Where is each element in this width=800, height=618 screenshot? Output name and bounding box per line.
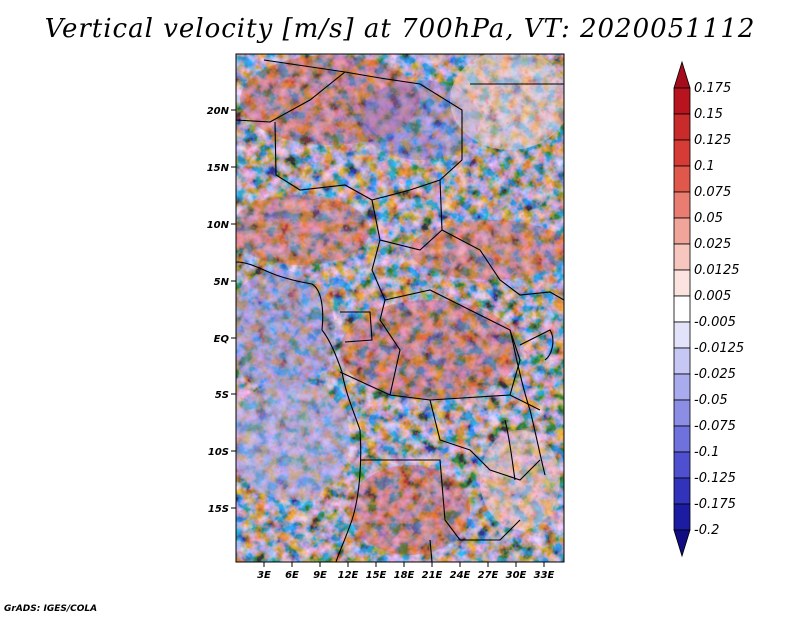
colorbar-label: -0.075 (694, 419, 736, 434)
colorbar-segment (673, 347, 691, 375)
colorbar-label: -0.2 (694, 523, 719, 538)
colorbar-segment (673, 139, 691, 167)
colorbar-label: -0.05 (694, 393, 728, 408)
colorbar-label: -0.175 (694, 497, 736, 512)
colorbar-label: -0.025 (694, 367, 736, 382)
colorbar-label: 0.15 (694, 107, 723, 122)
colorbar-segment (673, 425, 691, 453)
colorbar-segment (673, 87, 691, 115)
colorbar-label: 0.1 (694, 159, 715, 174)
lon-label: 18E (394, 570, 415, 581)
lat-label: 5S (215, 390, 229, 401)
colorbar-segment (673, 217, 691, 245)
lon-label: 30E (506, 570, 527, 581)
colorbar-label: -0.005 (694, 315, 736, 330)
colorbar-segment (673, 269, 691, 297)
lat-label: 5N (214, 277, 230, 288)
lon-label: 15E (366, 570, 387, 581)
colorbar-segment (673, 373, 691, 401)
lat-label: 15N (207, 163, 230, 174)
colorbar-label: 0.0125 (694, 263, 740, 278)
lon-label: 24E (450, 570, 471, 581)
colorbar-segment (673, 60, 691, 89)
lon-label: 9E (313, 570, 327, 581)
lon-label: 3E (257, 570, 271, 581)
colorbar-segment (673, 503, 691, 531)
colorbar-label: 0.05 (694, 211, 723, 226)
lon-label: 27E (478, 570, 499, 581)
chart-title: Vertical velocity [m/s] at 700hPa, VT: 2… (44, 14, 756, 44)
lat-label: 10S (208, 447, 229, 458)
colorbar-label: 0.175 (694, 81, 731, 96)
colorbar-segment (673, 321, 691, 349)
colorbar-segment (673, 451, 691, 479)
colorbar-segment (673, 295, 691, 323)
colorbar-label: 0.125 (694, 133, 731, 148)
lat-label: 20N (207, 106, 230, 117)
colorbar-label: -0.1 (694, 445, 719, 460)
colorbar-segment (673, 191, 691, 219)
colorbar-segment (673, 113, 691, 141)
colorbar-label: 0.075 (694, 185, 731, 200)
colorbar-label: 0.025 (694, 237, 731, 252)
lon-label: 33E (534, 570, 555, 581)
lat-label: 15S (208, 504, 229, 515)
colorbar-segment (673, 399, 691, 427)
colorbar-segment (673, 477, 691, 505)
lon-label: 21E (422, 570, 443, 581)
colorbar (673, 60, 691, 558)
lon-label: 12E (338, 570, 359, 581)
colorbar-label: -0.125 (694, 471, 736, 486)
lat-label: EQ (214, 334, 230, 345)
colorbar-segment (673, 529, 691, 558)
lon-label: 6E (285, 570, 299, 581)
colorbar-label: -0.0125 (694, 341, 744, 356)
lat-label: 10N (207, 220, 230, 231)
grads-credit: GrADS: IGES/COLA (4, 604, 98, 614)
colorbar-label: 0.005 (694, 289, 731, 304)
velocity-field (236, 54, 564, 562)
colorbar-segment (673, 165, 691, 193)
colorbar-segment (673, 243, 691, 271)
map-frame (235, 53, 565, 563)
